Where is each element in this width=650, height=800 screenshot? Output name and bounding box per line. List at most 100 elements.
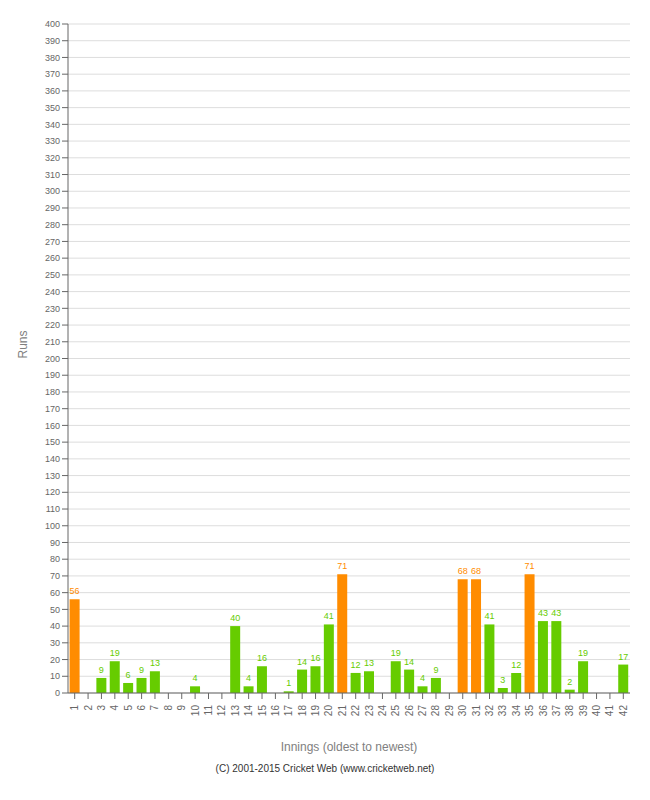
- svg-text:360: 360: [45, 86, 60, 96]
- svg-text:50: 50: [50, 605, 60, 615]
- svg-text:43: 43: [551, 608, 561, 618]
- svg-text:16: 16: [257, 653, 267, 663]
- svg-text:340: 340: [45, 120, 60, 130]
- svg-text:330: 330: [45, 136, 60, 146]
- svg-text:36: 36: [538, 705, 549, 717]
- svg-text:17: 17: [283, 705, 294, 717]
- svg-text:80: 80: [50, 554, 60, 564]
- svg-text:43: 43: [538, 608, 548, 618]
- svg-text:24: 24: [377, 705, 388, 717]
- svg-text:14: 14: [243, 705, 254, 717]
- svg-text:68: 68: [471, 566, 481, 576]
- svg-text:9: 9: [433, 665, 438, 675]
- svg-text:13: 13: [230, 705, 241, 717]
- svg-text:35: 35: [524, 705, 535, 717]
- svg-text:12: 12: [216, 705, 227, 717]
- svg-text:14: 14: [404, 657, 414, 667]
- svg-text:0: 0: [55, 688, 60, 698]
- svg-text:56: 56: [70, 586, 80, 596]
- svg-text:19: 19: [578, 648, 588, 658]
- svg-text:9: 9: [99, 665, 104, 675]
- svg-text:3: 3: [96, 705, 107, 711]
- svg-text:16: 16: [270, 705, 281, 717]
- svg-text:71: 71: [525, 561, 535, 571]
- svg-text:8: 8: [163, 705, 174, 711]
- svg-text:20: 20: [323, 705, 334, 717]
- svg-text:240: 240: [45, 287, 60, 297]
- svg-text:110: 110: [46, 504, 60, 514]
- svg-text:34: 34: [511, 705, 522, 717]
- svg-text:260: 260: [45, 253, 60, 263]
- svg-text:280: 280: [45, 220, 60, 230]
- svg-text:390: 390: [45, 36, 60, 46]
- svg-text:10: 10: [50, 671, 60, 681]
- svg-text:31: 31: [471, 705, 482, 717]
- svg-text:4: 4: [193, 673, 198, 683]
- svg-text:19: 19: [110, 648, 120, 658]
- svg-text:1: 1: [69, 705, 80, 711]
- svg-text:310: 310: [45, 170, 60, 180]
- svg-text:90: 90: [50, 538, 60, 548]
- svg-text:14: 14: [297, 657, 307, 667]
- svg-text:2: 2: [567, 677, 572, 687]
- svg-text:300: 300: [45, 186, 60, 196]
- svg-text:70: 70: [50, 571, 60, 581]
- svg-text:100: 100: [45, 521, 60, 531]
- svg-text:Runs: Runs: [16, 330, 30, 358]
- svg-text:4: 4: [109, 705, 120, 711]
- svg-text:30: 30: [50, 638, 60, 648]
- svg-text:30: 30: [457, 705, 468, 717]
- svg-text:33: 33: [497, 705, 508, 717]
- svg-text:230: 230: [45, 304, 60, 314]
- svg-text:220: 220: [45, 320, 60, 330]
- svg-text:170: 170: [45, 404, 60, 414]
- svg-text:39: 39: [578, 705, 589, 717]
- svg-text:22: 22: [350, 705, 361, 717]
- svg-text:6: 6: [136, 705, 147, 711]
- svg-text:26: 26: [404, 705, 415, 717]
- svg-text:23: 23: [364, 705, 375, 717]
- svg-text:4: 4: [420, 673, 425, 683]
- svg-text:120: 120: [45, 487, 60, 497]
- svg-text:21: 21: [337, 705, 348, 717]
- svg-text:13: 13: [364, 658, 374, 668]
- svg-text:130: 130: [45, 471, 60, 481]
- svg-text:11: 11: [203, 705, 214, 716]
- svg-text:2: 2: [83, 705, 94, 711]
- svg-text:29: 29: [444, 705, 455, 717]
- svg-text:12: 12: [351, 660, 361, 670]
- svg-text:9: 9: [139, 665, 144, 675]
- svg-text:140: 140: [45, 454, 60, 464]
- svg-text:28: 28: [430, 705, 441, 717]
- svg-text:20: 20: [50, 655, 60, 665]
- svg-text:210: 210: [45, 337, 60, 347]
- svg-text:40: 40: [50, 621, 60, 631]
- svg-text:6: 6: [126, 670, 131, 680]
- svg-text:25: 25: [390, 705, 401, 717]
- svg-text:4: 4: [246, 673, 251, 683]
- svg-text:19: 19: [310, 705, 321, 717]
- svg-text:9: 9: [176, 705, 187, 711]
- svg-text:160: 160: [45, 421, 60, 431]
- svg-text:190: 190: [45, 370, 60, 380]
- svg-text:1: 1: [286, 678, 291, 688]
- svg-text:320: 320: [45, 153, 60, 163]
- svg-text:32: 32: [484, 705, 495, 717]
- svg-text:17: 17: [618, 652, 628, 662]
- svg-text:180: 180: [45, 387, 60, 397]
- svg-text:41: 41: [324, 611, 334, 621]
- svg-text:40: 40: [591, 705, 602, 717]
- svg-text:Innings (oldest to newest): Innings (oldest to newest): [281, 740, 418, 754]
- svg-text:7: 7: [149, 705, 160, 711]
- svg-text:350: 350: [45, 103, 60, 113]
- svg-text:40: 40: [230, 613, 240, 623]
- svg-text:370: 370: [45, 69, 60, 79]
- svg-text:290: 290: [45, 203, 60, 213]
- svg-text:41: 41: [484, 611, 494, 621]
- svg-text:60: 60: [50, 588, 60, 598]
- svg-text:19: 19: [391, 648, 401, 658]
- svg-text:37: 37: [551, 705, 562, 717]
- svg-text:38: 38: [564, 705, 575, 717]
- svg-text:68: 68: [458, 566, 468, 576]
- svg-text:27: 27: [417, 705, 428, 717]
